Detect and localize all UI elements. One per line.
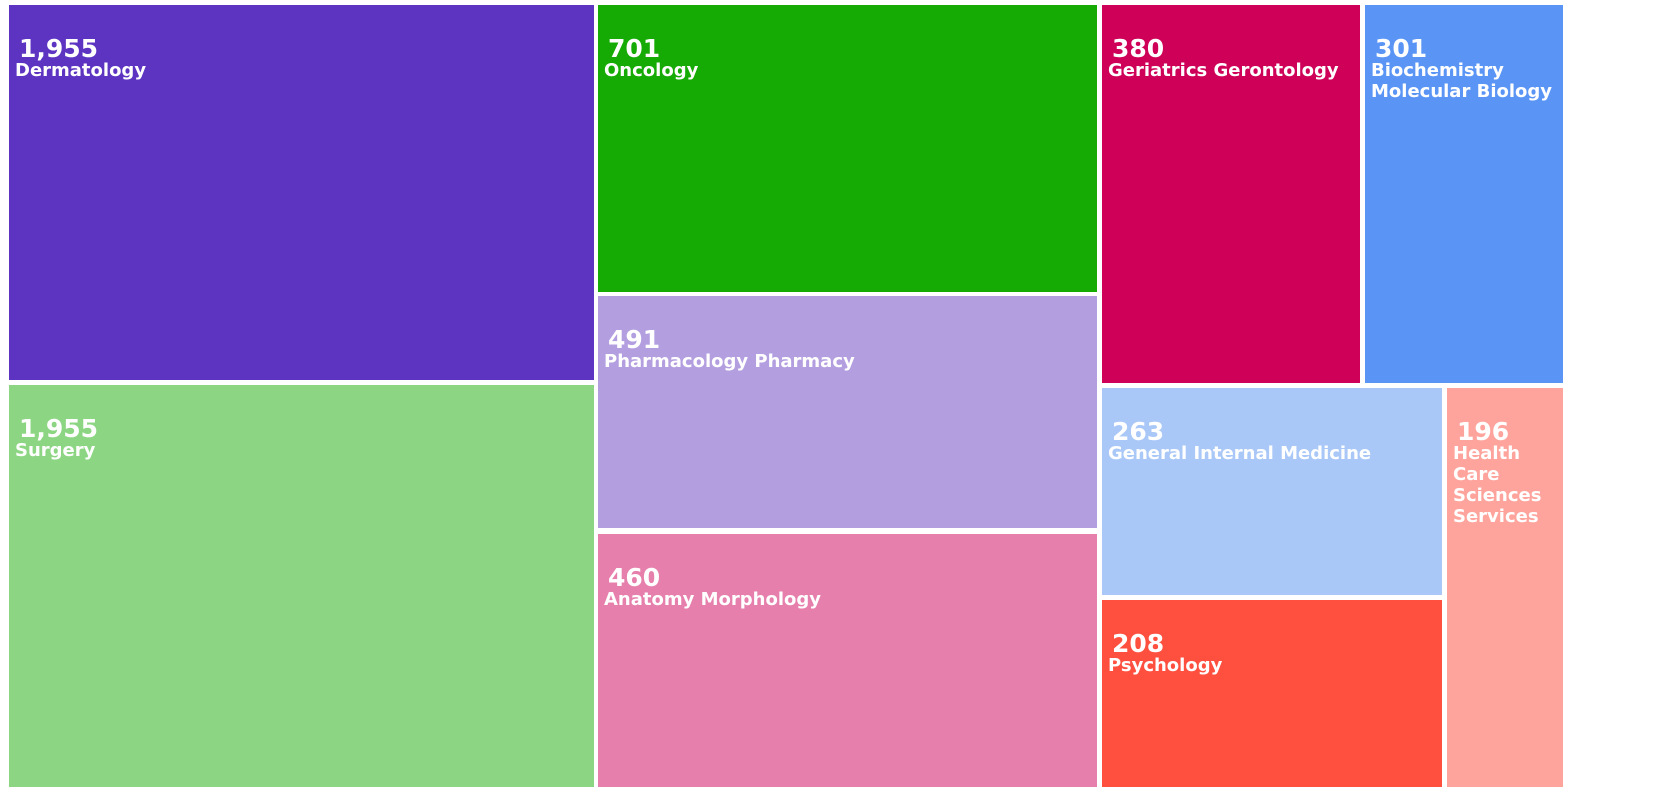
tile-label: Health Care Sciences Services [1453, 443, 1542, 527]
tile-label: Anatomy Morphology [604, 589, 821, 610]
tile-value: 1,955 [19, 414, 99, 443]
tile-value: 1,955 [19, 34, 99, 63]
treemap-tile-pharmacology-pharmacy[interactable]: 491 Pharmacology Pharmacy [598, 296, 1097, 528]
tile-value: 263 [1112, 417, 1165, 446]
tile-label: Psychology [1108, 655, 1223, 676]
treemap-tile-geriatrics-gerontology[interactable]: 380 Geriatrics Gerontology [1102, 5, 1360, 383]
tile-value: 701 [608, 34, 661, 63]
tile-value: 491 [608, 325, 661, 354]
tile-value: 301 [1375, 34, 1428, 63]
tile-label: Dermatology [15, 60, 147, 81]
treemap-tile-oncology[interactable]: 701 Oncology [598, 5, 1097, 292]
tile-label: Geriatrics Gerontology [1108, 60, 1339, 81]
tile-value: 196 [1457, 417, 1510, 446]
treemap-tile-anatomy-morphology[interactable]: 460 Anatomy Morphology [598, 534, 1097, 787]
tile-label: Pharmacology Pharmacy [604, 351, 855, 372]
tile-value: 380 [1112, 34, 1165, 63]
tile-value: 460 [608, 563, 661, 592]
treemap-tile-dermatology[interactable]: 1,955 Dermatology [9, 5, 594, 380]
treemap-tile-biochemistry-molecular-biology[interactable]: 301 Biochemistry Molecular Biology [1365, 5, 1563, 383]
tile-value: 208 [1112, 629, 1165, 658]
tile-label: General Internal Medicine [1108, 443, 1372, 464]
treemap-tile-psychology[interactable]: 208 Psychology [1102, 600, 1442, 787]
treemap-tile-surgery[interactable]: 1,955 Surgery [9, 385, 594, 787]
treemap-tile-general-internal-medicine[interactable]: 263 General Internal Medicine [1102, 388, 1442, 595]
tile-label: Surgery [15, 440, 96, 461]
tile-label: Biochemistry Molecular Biology [1371, 60, 1553, 102]
tile-label: Oncology [604, 60, 699, 81]
treemap-tile-health-care-sciences-services[interactable]: 196 Health Care Sciences Services [1447, 388, 1563, 787]
